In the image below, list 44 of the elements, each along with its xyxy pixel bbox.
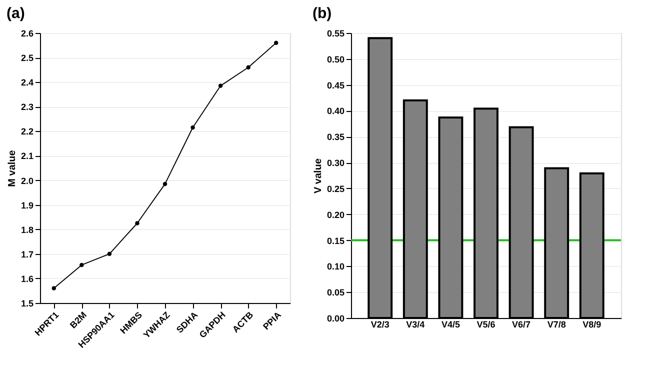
y-tick-label: 1.5 — [20, 298, 34, 308]
y-tick-label: 0.00 — [326, 314, 344, 324]
y-tick-label: 2.6 — [20, 28, 34, 38]
y-tick-label: 0.25 — [326, 184, 344, 194]
y-tick-label: 0.30 — [326, 158, 344, 168]
point — [80, 262, 84, 268]
point — [274, 40, 278, 45]
y-tick-label: 2.5 — [20, 53, 34, 64]
x-tick-label: V3/4 — [406, 320, 425, 330]
y-tick-label: 0.10 — [326, 262, 344, 272]
x-tick-label: V6/7 — [512, 320, 531, 330]
y-tick-label: 2.1 — [20, 151, 34, 162]
y-tick-label: 0.45 — [326, 80, 344, 90]
y-tick-label: 0.35 — [326, 132, 344, 142]
y-tick-label: 1.9 — [20, 200, 34, 210]
y-tick-label: 1.7 — [20, 249, 34, 260]
y-tick-label: 2.3 — [20, 102, 34, 112]
y-tick-label: 2.2 — [20, 126, 34, 137]
chart-title: (b) — [312, 5, 332, 22]
point — [107, 252, 112, 256]
y-tick-label: 0.15 — [326, 236, 344, 246]
point — [135, 221, 140, 226]
point — [52, 286, 56, 290]
y-tick-label: 0.05 — [326, 288, 344, 298]
y-tick-label: 0.50 — [326, 54, 344, 64]
x-tick-label: V5/6 — [476, 320, 496, 330]
y-axis-title: V value — [312, 158, 324, 194]
point — [218, 84, 223, 88]
y-tick-label: 0.55 — [326, 28, 344, 38]
y-tick-label: 0.20 — [326, 210, 344, 220]
x-tick-label: V8/9 — [582, 320, 602, 330]
x-tick-label: V2/3 — [370, 320, 390, 330]
point — [162, 182, 168, 186]
chart-title: (a) — [6, 5, 25, 22]
x-tick-label: V7/8 — [547, 320, 566, 330]
y-tick-label: 2.0 — [20, 176, 34, 186]
y-tick-label: 2.4 — [20, 78, 34, 88]
y-tick-label: 1.6 — [20, 274, 34, 284]
x-tick-label: V4/5 — [441, 320, 460, 330]
point — [190, 125, 195, 130]
point — [246, 65, 250, 70]
y-tick-label: 0.40 — [326, 106, 344, 116]
y-tick-label: 1.8 — [20, 224, 34, 235]
y-axis-title: M value — [6, 150, 18, 187]
